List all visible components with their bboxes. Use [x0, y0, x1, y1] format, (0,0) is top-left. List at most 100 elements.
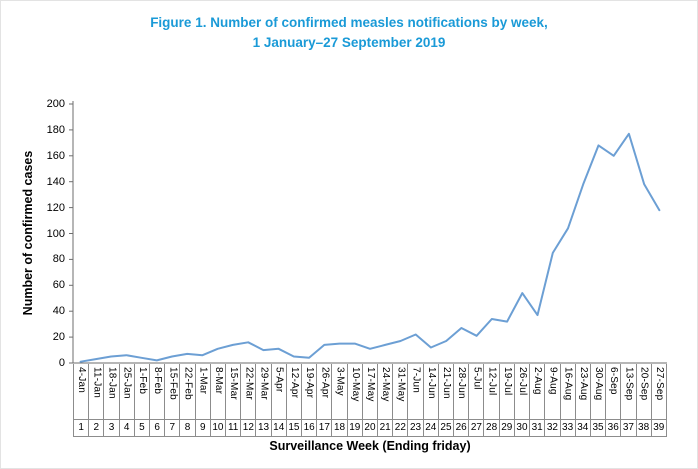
x-week-cell: 10 [209, 420, 225, 436]
x-week-cell: 31 [529, 420, 544, 436]
y-tick-label: 40 [52, 305, 65, 318]
x-week-cell: 18 [331, 420, 346, 436]
x-week-number: 22 [394, 422, 406, 433]
y-tick-label: 0 [58, 357, 65, 369]
x-week-cell: 21 [377, 420, 392, 436]
x-week-number: 6 [154, 422, 160, 433]
x-date-label: 22-Mar [243, 367, 255, 400]
x-date-cell: 11-Jan [88, 364, 103, 419]
x-date-label: 6-Sep [608, 367, 620, 395]
x-week-number: 8 [184, 422, 191, 433]
x-date-label: 1-Mar [197, 367, 209, 395]
x-date-cell: 2-Aug [529, 364, 544, 419]
x-date-label: 18-Jan [106, 367, 118, 399]
x-date-cell: 15-Feb [164, 364, 179, 419]
x-date-cell: 12-Jul [483, 364, 498, 419]
x-week-cell: 29 [498, 420, 514, 436]
x-date-cell: 17-May [361, 364, 377, 419]
y-axis-title: Number of confirmed cases [21, 150, 35, 316]
x-week-cell: 35 [589, 420, 605, 436]
x-week-number: 23 [410, 422, 422, 433]
x-date-label: 25-Jan [121, 367, 133, 399]
x-date-cell: 24-May [377, 364, 392, 419]
x-week-number: 3 [108, 422, 115, 433]
x-date-label: 26-Apr [319, 367, 331, 399]
x-week-number: 12 [242, 422, 254, 433]
x-week-cell: 34 [574, 420, 590, 436]
x-week-cell: 17 [316, 420, 331, 436]
x-date-cell: 31-May [392, 364, 407, 419]
x-date-label: 22-Feb [182, 367, 194, 400]
x-week-number: 10 [212, 422, 224, 433]
x-date-cell: 19-Jul [498, 364, 514, 419]
figure-title-line1: Figure 1. Number of confirmed measles no… [150, 15, 548, 30]
x-date-label: 28-Jun [456, 367, 468, 399]
x-week-number: 5 [139, 422, 145, 433]
x-date-cell: 6-Sep [605, 364, 620, 419]
x-week-cell: 8 [179, 420, 194, 436]
x-week-cell: 32 [544, 420, 559, 436]
x-week-cell: 39 [650, 420, 667, 436]
x-date-label: 12-Jul [486, 367, 498, 396]
x-date-cell: 19-Apr [301, 364, 316, 419]
x-week-cell: 19 [346, 420, 362, 436]
x-week-number: 14 [273, 422, 285, 433]
x-week-cell: 6 [149, 420, 164, 436]
x-date-label: 15-Feb [167, 367, 179, 400]
x-week-number: 35 [592, 422, 604, 433]
x-date-label: 14-Jun [425, 367, 437, 399]
y-tick-label: 120 [46, 201, 65, 214]
x-date-label: 13-Sep [623, 367, 635, 401]
x-week-number: 9 [199, 422, 206, 433]
x-date-label: 29-Mar [258, 367, 270, 400]
x-date-label: 5-Apr [273, 367, 285, 393]
x-week-number: 1 [78, 422, 84, 433]
x-date-cell: 30-Aug [589, 364, 605, 419]
x-date-cell: 8-Mar [209, 364, 225, 419]
x-date-cell: 13-Sep [620, 364, 635, 419]
x-week-cell: 38 [635, 420, 651, 436]
x-date-cell: 20-Sep [635, 364, 651, 419]
y-tick-label: 160 [46, 149, 65, 162]
x-week-cell: 11 [225, 420, 240, 436]
x-date-cell: 18-Jan [103, 364, 118, 419]
x-date-cell: 21-Jun [437, 364, 453, 419]
x-date-label: 8-Feb [152, 367, 164, 395]
x-date-label: 17-May [364, 367, 376, 402]
x-week-cell: 2 [88, 420, 103, 436]
x-week-cell: 14 [270, 420, 286, 436]
x-week-number: 32 [546, 422, 558, 433]
x-week-cell: 25 [437, 420, 453, 436]
x-date-cell: 4-Jan [73, 364, 88, 419]
y-tick-label: 20 [52, 331, 65, 344]
x-week-cell: 22 [392, 420, 407, 436]
x-axis-title: Surveillance Week (Ending friday) [269, 439, 471, 453]
x-week-number: 38 [638, 422, 650, 433]
x-date-label: 21-Jun [440, 367, 452, 399]
figure-title-line2: 1 January–27 September 2019 [252, 35, 446, 51]
x-week-cell: 15 [285, 420, 301, 436]
x-date-cell: 5-Jul [468, 364, 483, 419]
x-date-label: 30-Aug [593, 367, 604, 401]
x-week-number: 13 [257, 422, 270, 433]
x-date-label: 24-May [380, 367, 392, 402]
x-week-number: 36 [607, 422, 619, 433]
x-date-label: 27-Sep [653, 367, 665, 401]
y-tick-label: 140 [46, 175, 65, 188]
x-date-cell: 10-May [346, 364, 362, 419]
x-week-number: 4 [123, 422, 130, 433]
y-tick-label: 200 [46, 98, 65, 110]
x-date-cell: 8-Feb [149, 364, 164, 419]
x-week-number: 25 [440, 422, 452, 433]
x-week-cell: 3 [103, 420, 118, 436]
x-week-number: 30 [516, 422, 528, 433]
x-week-cell: 1 [73, 420, 88, 436]
x-week-number: 2 [93, 422, 100, 433]
y-tick-label: 80 [52, 253, 65, 266]
x-week-cell: 26 [453, 420, 468, 436]
x-axis-date-labels: 4-Jan 11-Jan 18-Jan 25-Jan 1-Feb 8-Feb 15-Feb 2… [73, 364, 667, 420]
x-date-label: 3-May [334, 367, 346, 396]
x-week-number: 19 [349, 422, 361, 433]
